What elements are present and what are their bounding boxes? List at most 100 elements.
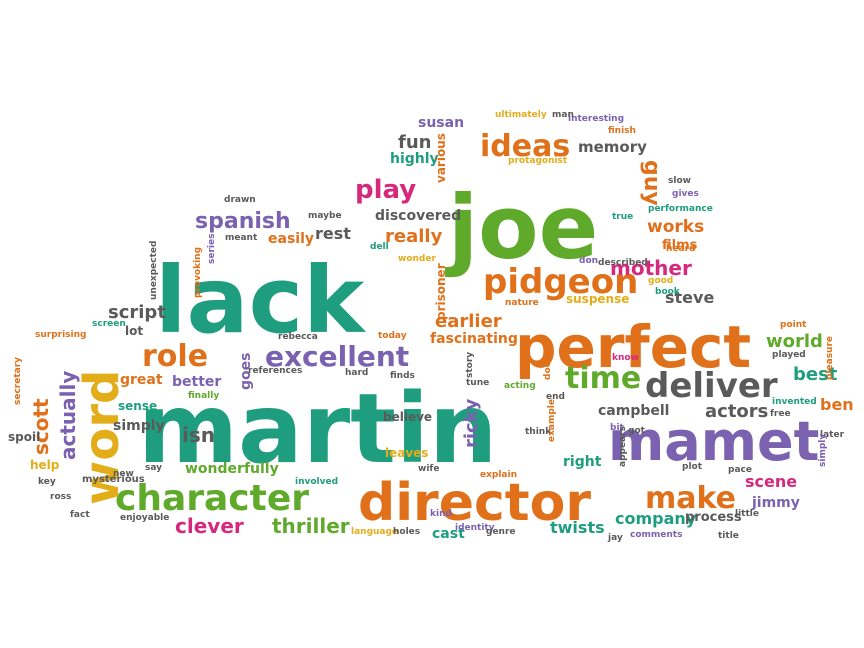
cloud-word-easily: easily [268,231,314,247]
cloud-word-don: don [579,256,598,266]
cloud-word-genre: genre [486,527,516,537]
cloud-word-ross: ross [50,492,71,502]
cloud-word-book: book [655,287,681,297]
cloud-word-true: true [612,212,633,222]
cloud-word-isn: isn [182,423,215,447]
cloud-word-point: point [780,320,807,330]
cloud-word-fun: fun [398,132,431,153]
cloud-word-example: example [547,399,557,442]
cloud-word-script: script [108,302,166,323]
cloud-word-finds: finds [390,371,415,381]
cloud-word-mother: mother [610,256,692,280]
cloud-word-pace: pace [728,465,752,475]
cloud-word-best: best [793,364,838,385]
cloud-word-better: better [172,374,221,390]
cloud-word-end: end [546,392,565,402]
cloud-word-new: new [113,469,134,479]
cloud-word-language: language [351,527,398,537]
cloud-word-fascinating: fascinating [430,331,518,347]
cloud-word-key: key [38,477,56,487]
cloud-word-world: world [766,331,823,352]
cloud-word-wife: wife [418,464,439,474]
cloud-word-got: got [628,426,646,436]
cloud-word-time: time [565,361,641,396]
cloud-word-interesting: interesting [568,114,624,124]
cloud-word-invented: invented [772,397,817,407]
cloud-word-enjoyable: enjoyable [120,513,169,523]
cloud-word-various: various [434,133,448,183]
cloud-word-later: later [820,430,845,440]
cloud-word-highly: highly [390,151,439,167]
cloud-word-screen: screen [92,319,126,329]
cloud-word-good: good [648,276,673,286]
cloud-word-unexpected: unexpected [149,241,159,300]
cloud-word-meant: meant [225,233,258,243]
cloud-word-actually: actually [56,371,80,460]
cloud-word-rebecca: rebecca [278,332,318,342]
cloud-word-ultimately: ultimately [495,110,547,120]
cloud-word-goes: goes [238,353,254,390]
cloud-word-scene: scene [745,472,797,491]
cloud-word-nature: nature [505,298,539,308]
cloud-word-maybe: maybe [308,211,342,221]
cloud-word-holes: holes [393,527,420,537]
cloud-word-actors: actors [705,401,768,422]
cloud-word-appears: appears [618,426,628,467]
cloud-word-character: character [115,478,309,519]
cloud-word-role: role [142,339,208,374]
cloud-word-gives: gives [672,189,699,199]
cloud-word-help: help [30,458,60,472]
cloud-word-involved: involved [295,477,338,487]
cloud-word-wonder: wonder [398,254,436,264]
cloud-word-believe: believe [383,410,432,424]
cloud-word-fact: fact [70,510,90,520]
cloud-word-comments: comments [630,530,682,540]
cloud-word-say: say [145,463,162,473]
cloud-word-title: title [718,531,739,541]
cloud-word-discovered: discovered [375,208,461,224]
cloud-word-drawn: drawn [224,195,256,205]
cloud-word-tune: tune [466,378,489,388]
cloud-word-right: right [563,454,602,470]
cloud-word-really: really [385,226,443,247]
cloud-word-simply: simply [818,434,828,467]
cloud-word-plot: plot [682,462,703,472]
cloud-word-sense: sense [118,399,157,413]
cloud-word-rest: rest [315,224,351,243]
cloud-word-lack: lack [155,247,366,354]
cloud-word-thriller: thriller [272,514,350,538]
cloud-word-jay: jay [607,533,623,543]
cloud-word-heard: heard [666,244,695,254]
cloud-word-cast: cast [432,526,465,542]
cloud-word-know: know [612,353,639,363]
cloud-word-ricky: ricky [461,398,482,448]
cloud-word-pidgeon: pidgeon [483,262,638,302]
cloud-word-bit: bit [610,423,625,433]
cloud-word-director: director [358,473,591,533]
cloud-word-doesn: doesn [543,350,553,381]
cloud-word-today: today [378,331,407,341]
cloud-word-joe: joe [445,176,598,279]
cloud-word-leaves: leaves [385,446,428,460]
cloud-word-simply: simply [113,418,165,434]
cloud-word-guy: guy [639,160,664,206]
cloud-word-dell: dell [370,242,389,252]
cloud-word-performance: performance [648,204,713,214]
cloud-word-word: word [74,370,130,505]
cloud-word-described: described [598,258,648,268]
cloud-word-series: series [207,234,217,264]
cloud-word-hard: hard [345,368,368,378]
cloud-word-excellent: excellent [265,340,409,373]
cloud-word-finish: finish [608,126,636,136]
cloud-word-ideas: ideas [480,129,570,164]
cloud-word-references: references [248,366,302,376]
cloud-word-jimmy: jimmy [751,495,800,511]
cloud-word-lot: lot [125,324,143,338]
cloud-word-memory: memory [578,138,647,156]
cloud-word-steve: steve [665,288,714,307]
cloud-word-kind: kind [430,509,452,519]
cloud-word-mysterious: mysterious [82,474,145,485]
cloud-word-deliver: deliver [645,366,778,406]
cloud-word-campbell: campbell [598,403,669,419]
cloud-word-played: played [772,350,806,360]
